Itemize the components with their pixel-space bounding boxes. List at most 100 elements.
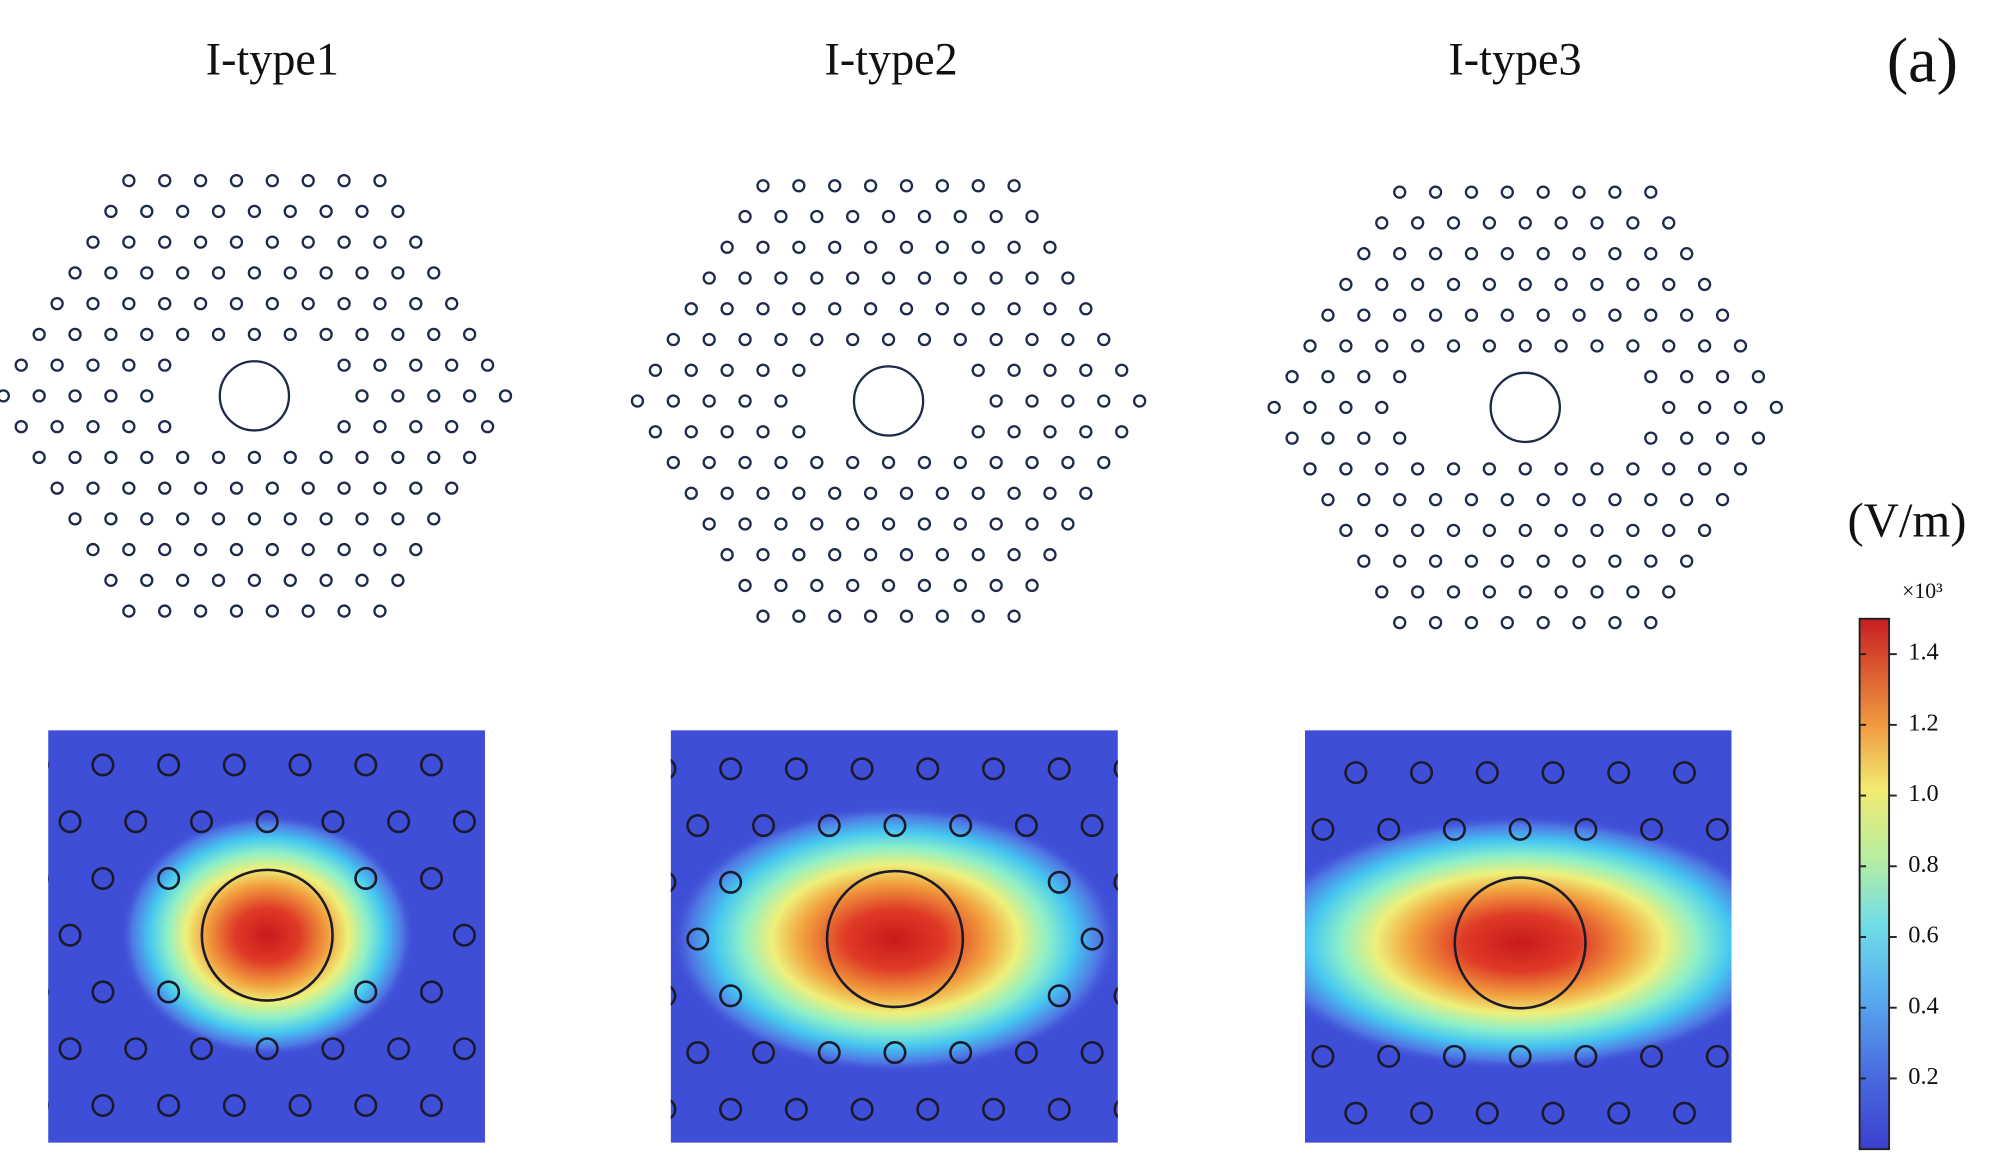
figure-label: (a) (1887, 24, 1958, 95)
air-hole (1518, 216, 1532, 230)
air-hole (1590, 339, 1604, 353)
field-hole (487, 982, 507, 1002)
field-hole (419, 866, 444, 890)
air-hole (427, 450, 441, 465)
air-hole (427, 266, 441, 280)
air-hole (738, 332, 752, 347)
air-hole (1464, 554, 1479, 568)
air-hole (1608, 492, 1622, 507)
air-hole (355, 512, 369, 526)
air-hole (1626, 339, 1640, 353)
field-hole (916, 1097, 940, 1121)
air-hole (1572, 492, 1586, 507)
air-hole (702, 332, 716, 347)
air-hole (229, 481, 244, 495)
field-hole (1740, 1103, 1760, 1123)
air-hole (846, 209, 860, 224)
air-hole (1680, 492, 1694, 507)
air-hole (373, 481, 387, 495)
field-hole (1607, 761, 1631, 785)
air-hole (480, 419, 495, 434)
field-hole (916, 757, 940, 781)
air-hole (953, 517, 967, 531)
air-hole (104, 450, 118, 465)
air-hole (846, 271, 860, 285)
air-hole (409, 419, 423, 434)
air-hole (247, 450, 262, 465)
air-hole (301, 173, 315, 188)
air-hole (1321, 369, 1335, 384)
air-hole (1697, 400, 1712, 415)
air-hole (863, 548, 878, 562)
air-hole (50, 358, 64, 372)
air-hole (899, 486, 914, 500)
air-hole (989, 517, 1003, 531)
field-hole (91, 753, 115, 777)
air-hole (810, 332, 824, 347)
air-hole (319, 450, 333, 465)
air-hole (86, 235, 100, 249)
air-hole (14, 419, 28, 434)
field-hole (1475, 1101, 1499, 1125)
field-hole (1047, 1097, 1071, 1121)
air-hole (1554, 462, 1568, 476)
air-hole (971, 363, 985, 377)
air-hole (391, 450, 405, 465)
field-hole (1442, 817, 1466, 841)
field-hole (419, 980, 444, 1004)
field-hole (1014, 814, 1038, 838)
air-hole (1680, 308, 1694, 322)
air-hole (1410, 216, 1425, 230)
field-hole (1113, 759, 1118, 778)
air-hole (1500, 615, 1514, 630)
air-hole (720, 548, 734, 562)
air-hole (1769, 400, 1784, 415)
air-hole (648, 425, 663, 439)
air-hole (337, 358, 351, 372)
air-hole (211, 327, 226, 342)
air-hole (1608, 308, 1622, 322)
air-hole (1500, 492, 1514, 507)
air-hole (881, 271, 896, 285)
field-hole (1080, 1041, 1104, 1065)
air-hole (1626, 523, 1640, 538)
air-hole (265, 235, 279, 249)
field-hole (1806, 762, 1826, 782)
air-hole (211, 450, 226, 465)
air-hole (427, 512, 441, 526)
air-hole (104, 204, 118, 219)
air-hole (104, 389, 118, 403)
air-hole (337, 542, 351, 557)
air-hole (1007, 609, 1021, 623)
field-hole (354, 866, 378, 890)
air-hole (1375, 400, 1389, 415)
air-hole (1079, 486, 1093, 500)
air-hole (792, 363, 806, 377)
air-hole (666, 455, 680, 470)
field-hole (883, 814, 907, 838)
air-hole (373, 419, 387, 434)
air-hole (702, 271, 716, 285)
air-hole (792, 609, 806, 623)
air-hole (1357, 369, 1371, 384)
air-hole (1518, 585, 1532, 599)
air-hole (1267, 400, 1281, 415)
field-hole (288, 1093, 312, 1118)
air-hole (391, 512, 405, 526)
air-hole (373, 296, 387, 311)
air-hole (720, 486, 734, 500)
field-hole (719, 984, 743, 1008)
air-hole (1644, 369, 1658, 384)
air-hole (1393, 554, 1407, 568)
field-hole (949, 814, 973, 838)
air-hole (122, 419, 136, 434)
air-hole (211, 573, 226, 588)
panel-title: I-type1 (206, 34, 339, 85)
field-hole (622, 1042, 642, 1062)
colorbar-multiplier: ×10³ (1902, 579, 1943, 603)
air-hole (409, 235, 423, 249)
air-hole (1043, 363, 1057, 377)
air-hole (1097, 394, 1111, 408)
air-hole (373, 542, 387, 557)
field-hole (0, 1038, 15, 1058)
